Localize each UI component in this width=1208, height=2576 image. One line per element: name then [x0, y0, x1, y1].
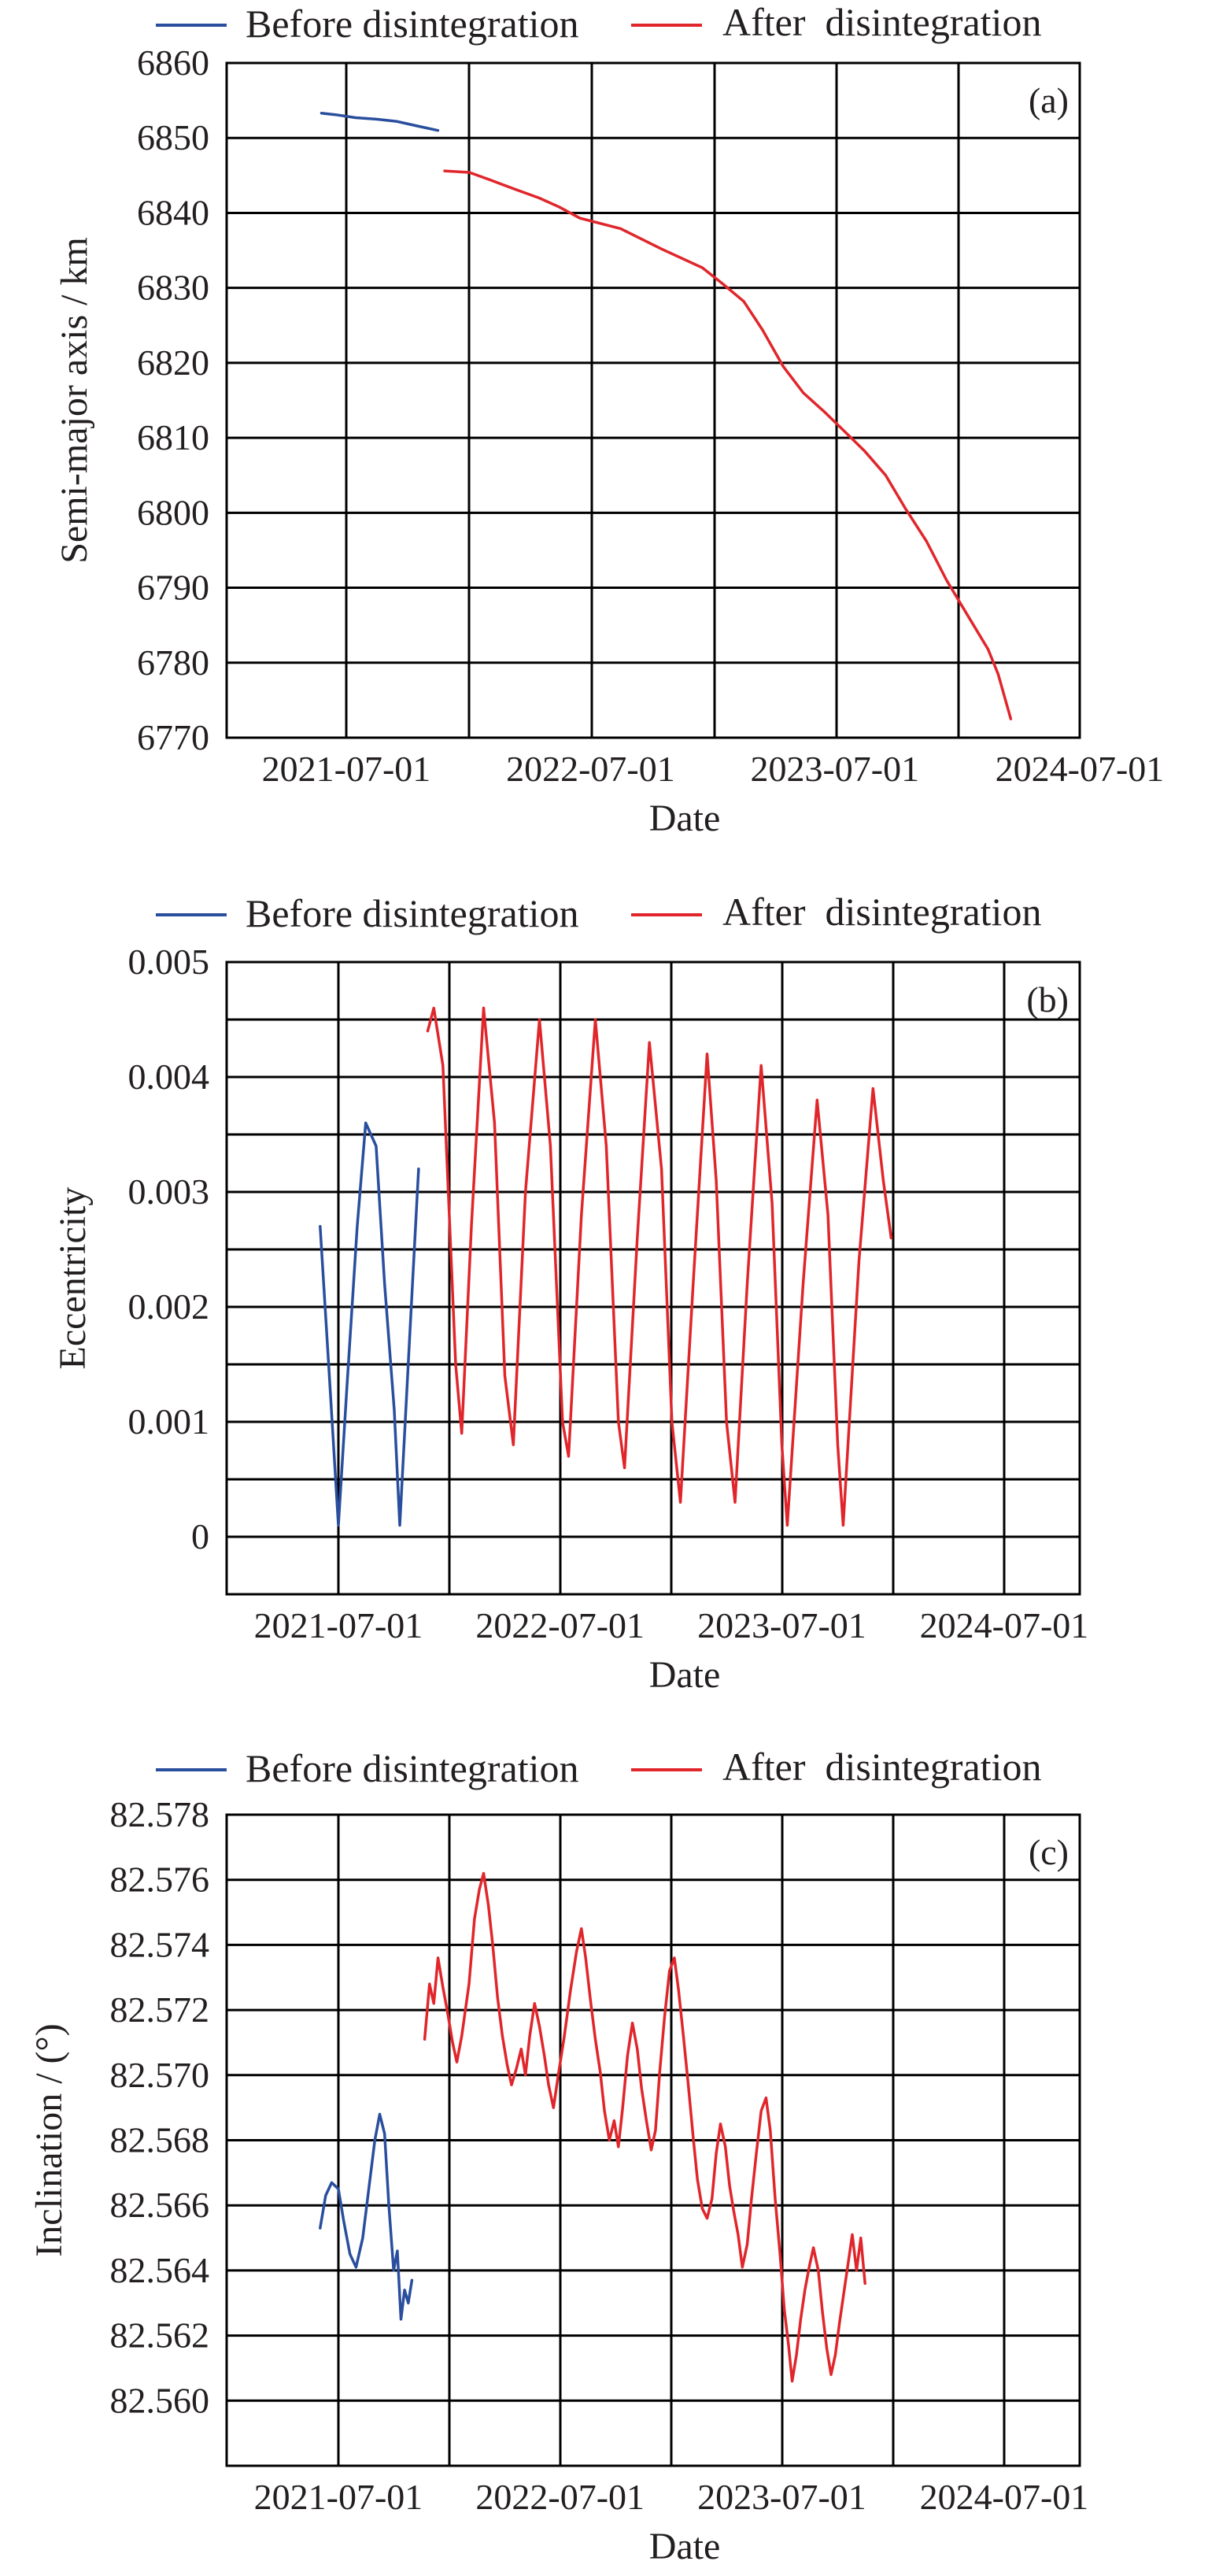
x-tick-label: 2024-07-01: [920, 1605, 1089, 1645]
y-tick-label: 6850: [137, 117, 209, 157]
y-tick-labels: 0 0.001 0.002 0.003 0.004 0.005: [128, 942, 210, 1556]
y-tick-label: 82.562: [110, 2315, 210, 2356]
y-tick-label: 82.576: [110, 1860, 210, 1900]
x-tick-labels: 2021-07-01 2022-07-01 2023-07-01 2024-07-01: [254, 2477, 1089, 2517]
eccentricity-chart: Before disintegration After disintegrati…: [52, 890, 1088, 1696]
plot-frame: [225, 960, 1081, 1596]
y-tick-label: 0.001: [128, 1401, 210, 1442]
legend: Before disintegration After disintegrati…: [156, 1745, 1041, 1790]
legend: Before disintegration After disintegrati…: [156, 890, 1041, 935]
panel-label: (a): [1029, 80, 1069, 120]
x-tick-label: 2023-07-01: [697, 2477, 866, 2517]
legend-label-before: Before disintegration: [246, 1746, 579, 1790]
y-tick-labels: 6770 6780 6790 6800 6810 6820 6830 6840 6850 6860: [137, 43, 209, 757]
y-axis-label: Semi-major axis / km: [54, 237, 95, 564]
y-tick-label: 82.578: [110, 1794, 210, 1834]
gridlines: [227, 63, 1080, 738]
y-axis-label: Inclination / (°): [28, 2023, 70, 2256]
x-axis-label: Date: [649, 2526, 721, 2567]
x-tick-labels: 2021-07-01 2022-07-01 2023-07-01 2024-07-01: [254, 1605, 1089, 1645]
y-tick-label: 6820: [137, 342, 209, 383]
series-line-after: [423, 1871, 866, 2383]
plot-frame: [225, 61, 1081, 739]
series-group: [319, 1871, 866, 2383]
legend-label-after: After disintegration: [722, 890, 1041, 934]
y-tick-label: 6780: [137, 642, 209, 683]
legend-label-after: After disintegration: [722, 0, 1041, 44]
y-tick-label: 6790: [137, 568, 209, 608]
x-axis-label: Date: [649, 798, 721, 839]
y-tick-label: 82.560: [110, 2380, 210, 2420]
series-line-after: [426, 1006, 893, 1527]
y-tick-label: 0.004: [128, 1057, 210, 1097]
y-axis-label: Eccentricity: [52, 1187, 94, 1370]
y-tick-label: 82.570: [110, 2055, 210, 2095]
y-tick-label: 82.572: [110, 1989, 210, 2030]
semi-major-axis-chart: Before disintegration After disintegrati…: [54, 0, 1164, 839]
x-tick-label: 2021-07-01: [254, 1605, 423, 1645]
panel-label: (b): [1026, 979, 1069, 1020]
legend-label-before: Before disintegration: [246, 891, 579, 935]
plot-frame: [225, 1813, 1081, 2467]
x-tick-label: 2021-07-01: [262, 749, 431, 789]
y-tick-label: 0.003: [128, 1171, 210, 1212]
legend-label-after: After disintegration: [722, 1745, 1041, 1789]
series-line-before: [319, 2112, 414, 2321]
y-tick-labels: 82.560 82.562 82.564 82.566 82.568 82.570 82.5…: [110, 1794, 210, 2420]
series-group: [319, 1006, 893, 1527]
series-line-after: [443, 169, 1013, 720]
x-tick-label: 2022-07-01: [475, 2477, 645, 2517]
legend-label-before: Before disintegration: [246, 2, 579, 46]
inclination-chart: Before disintegration After disintegrati…: [28, 1745, 1088, 2567]
gridlines: [227, 1815, 1080, 2466]
y-tick-label: 82.566: [110, 2185, 210, 2225]
y-tick-label: 6800: [137, 492, 209, 532]
x-tick-label: 2022-07-01: [506, 749, 675, 789]
panel-label: (c): [1029, 1832, 1069, 1872]
y-tick-label: 82.564: [110, 2250, 210, 2290]
y-tick-label: 6860: [137, 43, 209, 83]
x-tick-label: 2024-07-01: [996, 749, 1165, 789]
x-tick-label: 2022-07-01: [475, 1605, 645, 1645]
x-tick-label: 2023-07-01: [750, 749, 919, 789]
y-tick-label: 82.568: [110, 2120, 210, 2160]
y-tick-label: 6830: [137, 268, 209, 308]
x-tick-label: 2024-07-01: [920, 2477, 1089, 2517]
y-tick-label: 82.574: [110, 1924, 210, 1964]
y-tick-label: 6840: [137, 192, 209, 232]
x-tick-labels: 2021-07-01 2022-07-01 2023-07-01 2024-07-01: [262, 749, 1165, 789]
y-tick-label: 0.002: [128, 1286, 210, 1327]
series-group: [320, 112, 1013, 720]
series-line-before: [320, 112, 440, 132]
y-tick-label: 6770: [137, 717, 209, 757]
y-tick-label: 0.005: [128, 942, 210, 982]
x-axis-label: Date: [649, 1654, 721, 1696]
x-tick-label: 2023-07-01: [697, 1605, 866, 1645]
series-line-before: [319, 1121, 420, 1527]
y-tick-label: 6810: [137, 417, 209, 457]
y-tick-label: 0: [191, 1516, 209, 1556]
legend: Before disintegration After disintegrati…: [156, 0, 1041, 46]
x-tick-label: 2021-07-01: [254, 2477, 423, 2517]
